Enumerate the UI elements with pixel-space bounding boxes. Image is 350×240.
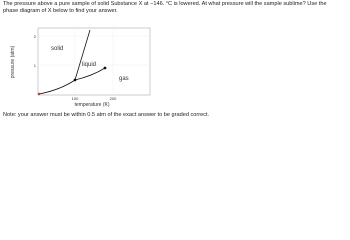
y-tick-label: 1 bbox=[34, 63, 37, 68]
sublimation-curve bbox=[38, 79, 76, 95]
fusion-curve bbox=[74, 29, 91, 81]
x-tick-label: 100 bbox=[72, 96, 79, 101]
page: The pressure above a pure sample of soli… bbox=[3, 1, 327, 118]
x-tick-label: 200 bbox=[110, 96, 117, 101]
region-label: solid bbox=[51, 46, 63, 52]
critical-point bbox=[103, 66, 107, 70]
note-text: Note: your answer must be within 0.5 atm… bbox=[3, 112, 210, 118]
phase-diagram: solid liquid gas 2 1 100 200 temperature… bbox=[10, 27, 151, 108]
vaporization-curve bbox=[74, 67, 106, 81]
region-label: gas bbox=[119, 76, 129, 82]
origin-dot bbox=[37, 92, 41, 96]
question-text: The pressure above a pure sample of soli… bbox=[3, 1, 327, 14]
plot-frame bbox=[37, 27, 151, 96]
y-axis-label: pressure (atm) bbox=[10, 45, 16, 78]
x-axis-label: temperature (K) bbox=[74, 102, 109, 108]
triple-point bbox=[73, 78, 77, 82]
y-tick-label: 2 bbox=[34, 34, 37, 39]
region-label: liquid bbox=[82, 62, 96, 68]
